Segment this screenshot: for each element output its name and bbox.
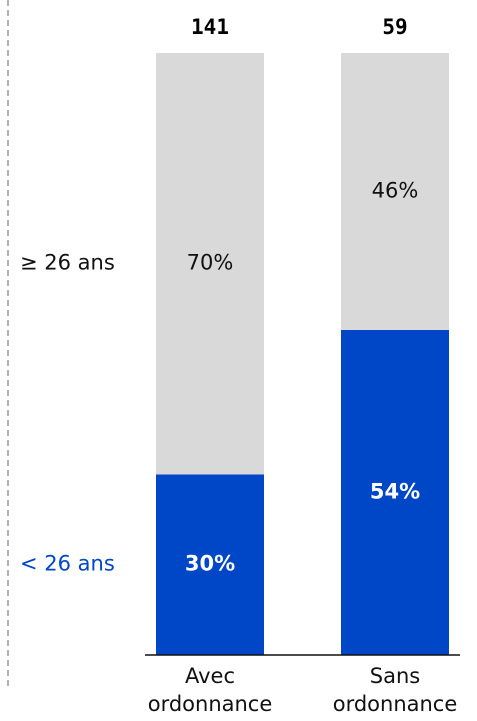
value-label: 30% xyxy=(185,552,235,576)
value-label: 54% xyxy=(370,479,420,503)
total-label: 59 xyxy=(382,15,407,39)
x-tick-label: Avec ordonnance xyxy=(148,664,273,716)
bar-segment xyxy=(341,329,449,655)
bar-segment xyxy=(341,53,449,330)
bar-segment xyxy=(156,53,264,475)
value-label: 46% xyxy=(372,178,419,202)
legend-label: ≥ 26 ans xyxy=(20,251,115,275)
bar-segment xyxy=(156,474,264,655)
legend-label: < 26 ans xyxy=(20,552,115,576)
value-label: 70% xyxy=(187,251,234,275)
total-label: 141 xyxy=(191,15,229,39)
x-tick-label: Sans ordonnance xyxy=(333,664,458,716)
